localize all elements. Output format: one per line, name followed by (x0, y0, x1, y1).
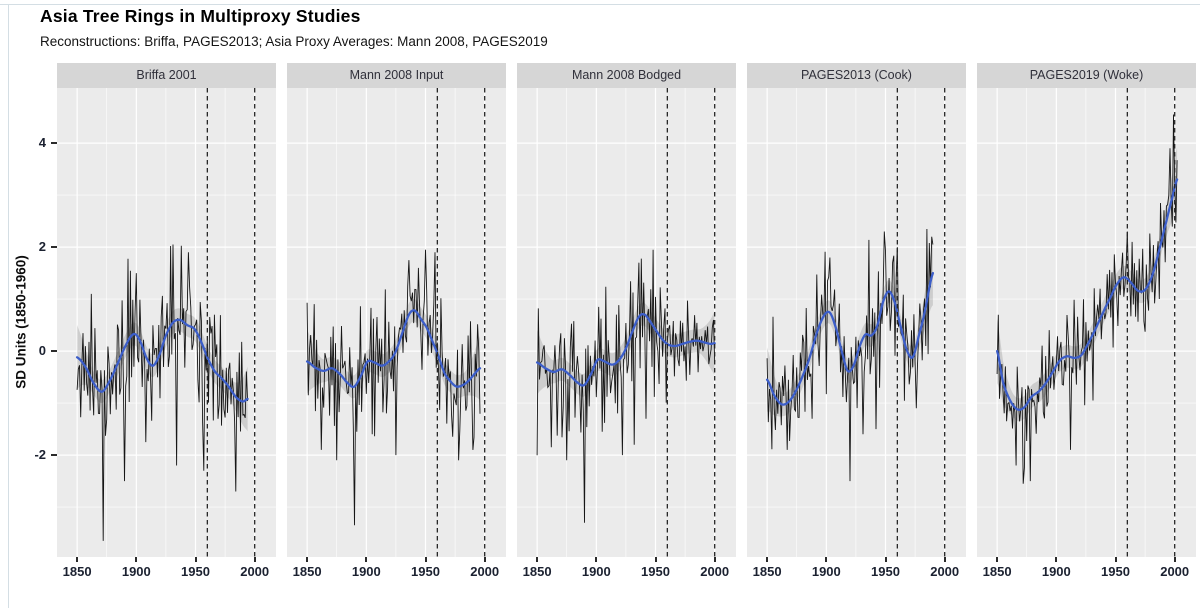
gridlines (517, 88, 736, 557)
facet: Mann 2008 Input 1850 1900 1950 2000 (287, 63, 506, 587)
facet-panel (977, 88, 1196, 557)
x-axis: 1850 1900 1950 2000 (977, 557, 1196, 587)
panel-background (517, 88, 736, 557)
x-tick-mark (766, 557, 769, 562)
x-tick-label: 2000 (1160, 564, 1190, 579)
facet-panel (517, 88, 736, 557)
x-tick-label: 2000 (930, 564, 960, 579)
screenshot-border-top (0, 4, 1200, 5)
facet: PAGES2013 (Cook) 1850 1900 1950 2000 (747, 63, 966, 587)
y-tick-label: -2 (34, 447, 46, 463)
facet-strip: PAGES2019 (Woke) (977, 63, 1196, 88)
panel-background (287, 88, 506, 557)
chart-title: Asia Tree Rings in Multiproxy Studies (40, 6, 361, 26)
x-tick-label: 2000 (240, 564, 270, 579)
y-tick-label: 2 (38, 239, 46, 255)
x-tick-mark (306, 557, 309, 562)
facet-strip-label: PAGES2013 (Cook) (801, 68, 912, 82)
x-tick-label: 1850 (982, 564, 1012, 579)
proxy-series-line (536, 249, 716, 523)
x-axis: 1850 1900 1950 2000 (287, 557, 506, 587)
smooth-trend-line (995, 178, 1179, 411)
x-tick-mark (483, 557, 486, 562)
facet-strip-label: Briffa 2001 (136, 68, 197, 82)
facet: Briffa 2001 1850 1900 1950 2000 (57, 63, 276, 587)
facet-panel (57, 88, 276, 557)
x-tick-label: 1850 (62, 564, 92, 579)
chart-subtitle: Reconstructions: Briffa, PAGES2013; Asia… (40, 34, 548, 49)
x-tick-mark (76, 557, 79, 562)
x-tick-label: 1950 (641, 564, 670, 579)
x-tick-mark (253, 557, 256, 562)
x-tick-label: 2000 (470, 564, 500, 579)
x-tick-mark (1114, 557, 1117, 562)
x-tick-mark (713, 557, 716, 562)
x-axis: 1850 1900 1950 2000 (747, 557, 966, 587)
x-tick-label: 1900 (351, 564, 381, 579)
x-tick-mark (884, 557, 887, 562)
y-tick-mark (51, 142, 57, 145)
x-axis: 1850 1900 1950 2000 (517, 557, 736, 587)
x-tick-label: 1850 (752, 564, 782, 579)
facet-row: Briffa 2001 1850 1900 1950 2000 Mann 2008 Inp… (57, 63, 1196, 587)
x-tick-mark (996, 557, 999, 562)
facet-strip-label: PAGES2019 (Woke) (1029, 68, 1144, 82)
gridlines (747, 88, 966, 557)
facet-strip: Briffa 2001 (57, 63, 276, 88)
facet-panel (747, 88, 966, 557)
panel-background (747, 88, 966, 557)
screenshot-border-left (8, 4, 9, 608)
x-tick-label: 1900 (1041, 564, 1071, 579)
x-axis: 1850 1900 1950 2000 (57, 557, 276, 587)
facet-strip-label: Mann 2008 Input (349, 68, 444, 82)
x-tick-label: 1950 (411, 564, 440, 579)
confidence-ribbon (997, 147, 1178, 422)
y-tick-label: 0 (38, 343, 46, 359)
gridlines (57, 88, 276, 557)
facet-strip-label: Mann 2008 Bodged (571, 68, 682, 82)
facet-strip: Mann 2008 Input (287, 63, 506, 88)
facet-panel (287, 88, 506, 557)
y-tick-mark (51, 454, 57, 457)
x-tick-mark (1173, 557, 1176, 562)
x-tick-label: 1950 (1101, 564, 1130, 579)
x-tick-label: 1850 (292, 564, 322, 579)
x-tick-mark (365, 557, 368, 562)
x-tick-mark (595, 557, 598, 562)
y-tick-mark (51, 350, 57, 353)
x-tick-label: 1950 (181, 564, 210, 579)
smooth-trend-line (75, 318, 249, 403)
proxy-series-line (306, 249, 481, 526)
x-tick-label: 1900 (581, 564, 611, 579)
x-tick-label: 2000 (700, 564, 730, 579)
confidence-ribbon (767, 240, 933, 417)
smooth-trend-line (535, 312, 716, 387)
x-tick-mark (135, 557, 138, 562)
x-tick-label: 1900 (121, 564, 151, 579)
x-tick-label: 1950 (871, 564, 900, 579)
x-tick-mark (536, 557, 539, 562)
x-tick-mark (943, 557, 946, 562)
facet-strip: Mann 2008 Bodged (517, 63, 736, 88)
x-tick-mark (194, 557, 197, 562)
panel-background (977, 88, 1196, 557)
x-tick-label: 1850 (522, 564, 552, 579)
smooth-trend-line (305, 309, 482, 389)
smooth-trend-line (765, 271, 935, 406)
proxy-series-line (76, 244, 249, 541)
facet: Mann 2008 Bodged 1850 1900 1950 2000 (517, 63, 736, 587)
x-tick-mark (825, 557, 828, 562)
x-tick-mark (424, 557, 427, 562)
facet-strip: PAGES2013 (Cook) (747, 63, 966, 88)
x-tick-label: 1900 (811, 564, 841, 579)
y-tick-mark (51, 246, 57, 249)
x-tick-mark (1055, 557, 1058, 562)
x-tick-mark (654, 557, 657, 562)
y-tick-label: 4 (38, 135, 46, 151)
y-axis: -2 0 2 4 (0, 88, 57, 557)
facet: PAGES2019 (Woke) 1850 1900 1950 2000 (977, 63, 1196, 587)
